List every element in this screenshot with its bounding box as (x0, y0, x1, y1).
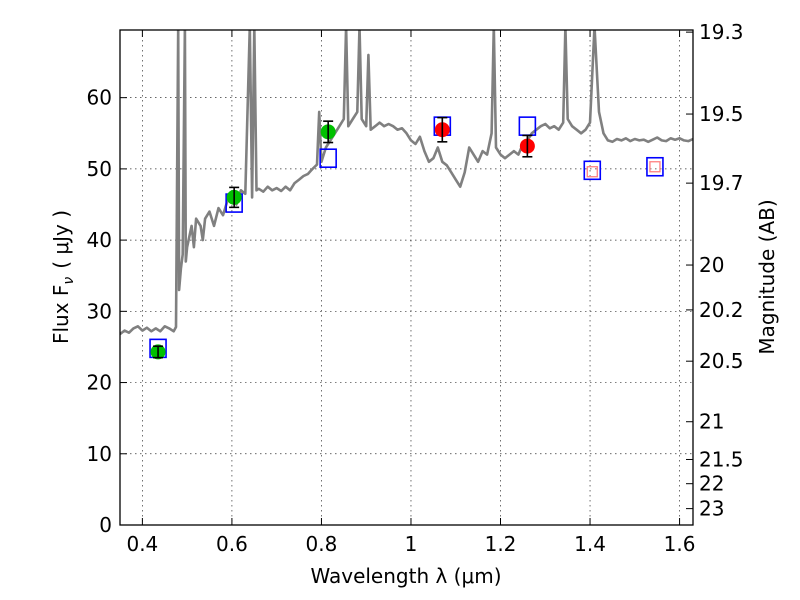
y-axis-label-unit: ( μJy ) (49, 210, 73, 269)
model-square-marker (646, 156, 664, 177)
limit-square-marker (649, 161, 661, 173)
axis-ticks: 0.4 0.6 0.8 1 1.2 1.4 1.6 0 10 20 30 40 50 60 19.3 19.5… (87, 20, 744, 556)
spectrum-line (120, 30, 693, 336)
x-tick-label: 0.8 (306, 532, 338, 556)
x-tick-label: 1.2 (485, 532, 517, 556)
x-tick-label: 1.4 (574, 532, 606, 556)
y2-tick-label: 21 (699, 410, 724, 434)
y-tick-label: 0 (99, 513, 112, 537)
x-tick-label: 1 (405, 532, 418, 556)
y2-tick-label: 23 (699, 497, 724, 521)
plot-frame (119, 29, 694, 526)
limit-square-marker (586, 166, 598, 178)
y2-tick-label: 19.7 (699, 171, 744, 195)
y-axis-label: Flux Fν ( μJy ) (49, 210, 77, 344)
y-tick-label: 10 (87, 442, 112, 466)
y-tick-label: 20 (87, 371, 112, 395)
model-square-marker (319, 148, 337, 169)
y-tick-label: 50 (87, 157, 112, 181)
grid-lines (120, 30, 693, 525)
y-tick-label: 60 (87, 86, 112, 110)
y-axis-label-subscript: ν (61, 277, 77, 285)
points-layer (149, 116, 664, 360)
x-axis-label: Wavelength λ (μm) (310, 564, 501, 588)
y2-tick-label: 20.5 (699, 349, 744, 373)
spectrum-layer (120, 30, 693, 336)
y-tick-label: 40 (87, 228, 112, 252)
y-tick-label: 30 (87, 299, 112, 323)
y2-tick-label: 21.5 (699, 447, 744, 471)
x-tick-label: 0.4 (126, 532, 158, 556)
x-tick-label: 1.6 (664, 532, 696, 556)
y2-tick-label: 19.5 (699, 102, 744, 126)
y2-tick-label: 20.2 (699, 298, 744, 322)
model-square-marker (583, 160, 602, 181)
x-tick-label: 0.6 (216, 532, 248, 556)
y-axis-label-main: Flux F (49, 285, 73, 344)
y2-tick-label: 20 (699, 253, 724, 277)
y2-axis-label: Magnitude (AB) (755, 199, 779, 354)
y2-tick-label: 19.3 (699, 20, 744, 44)
y2-tick-label: 22 (699, 472, 724, 496)
